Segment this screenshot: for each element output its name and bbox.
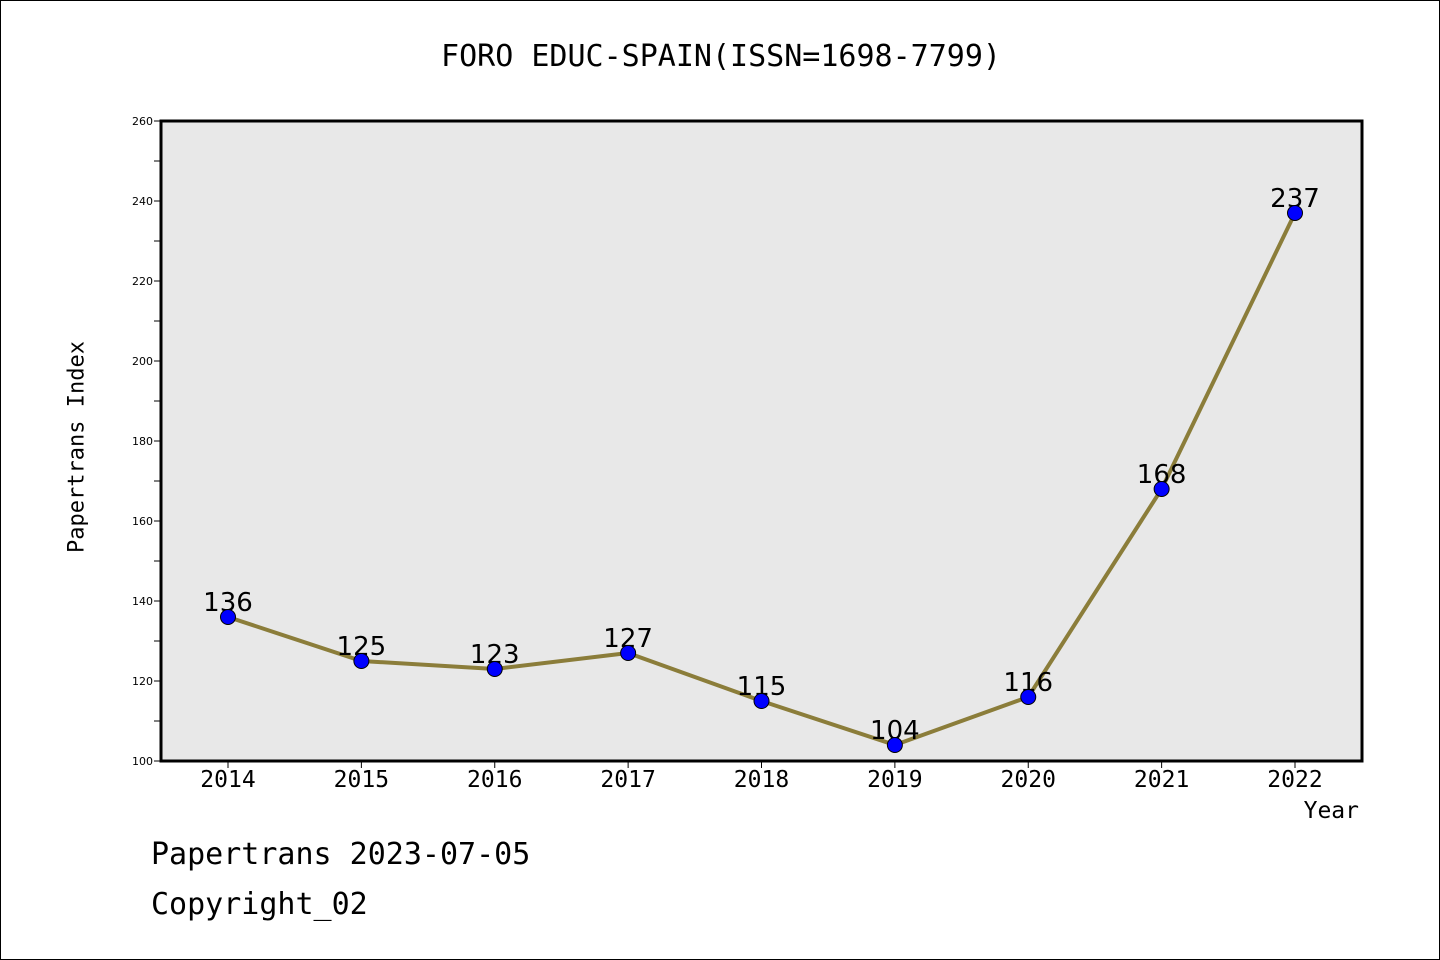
x-tick-label: 2022	[1267, 767, 1322, 793]
data-point	[1287, 205, 1303, 221]
y-tick-label: 140	[132, 595, 153, 608]
y-tick-label: 100	[132, 755, 153, 768]
data-point	[1153, 481, 1170, 497]
data-point	[620, 645, 637, 661]
data-point	[486, 661, 503, 677]
x-tick-label: 2018	[734, 767, 789, 793]
y-tick-label: 120	[132, 675, 153, 688]
data-point	[353, 653, 370, 669]
x-tick-label: 2015	[334, 767, 389, 793]
y-tick-label: 260	[132, 115, 153, 128]
footer-date: Papertrans 2023-07-05	[151, 837, 531, 872]
data-point	[886, 737, 903, 753]
x-tick-label: 2019	[867, 767, 922, 793]
x-tick-label: 2017	[600, 767, 655, 793]
y-tick-label: 200	[132, 355, 153, 368]
y-tick-label: 240	[132, 195, 153, 208]
x-tick-label: 2016	[467, 767, 522, 793]
chart-title: FORO EDUC-SPAIN(ISSN=1698-7799)	[441, 39, 1001, 74]
data-point	[1020, 689, 1037, 705]
y-tick-label: 220	[132, 275, 153, 288]
x-tick-label: 2021	[1134, 767, 1189, 793]
x-tick-label: 2020	[1001, 767, 1056, 793]
y-tick-label: 180	[132, 435, 153, 448]
plot-area	[159, 119, 1364, 763]
data-point	[220, 609, 236, 625]
x-axis-label: Year	[1303, 798, 1359, 824]
x-tick-label: 2014	[200, 767, 255, 793]
footer-copyright: Copyright_02	[151, 887, 368, 922]
y-tick-label: 160	[132, 515, 153, 528]
data-point	[753, 693, 770, 709]
